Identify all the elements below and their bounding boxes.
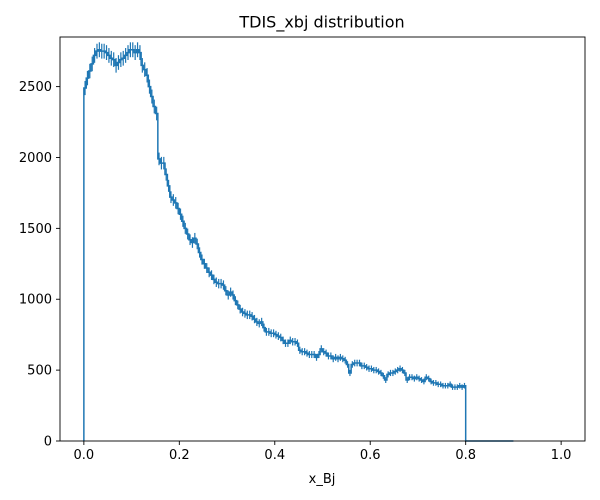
- plot-frame: [59, 36, 586, 442]
- x-tick-label: 0.8: [455, 448, 476, 463]
- y-tick-label: 0: [44, 435, 52, 450]
- x-tick-label: 0.4: [264, 448, 285, 463]
- chart-title: TDIS_xbj distribution: [238, 13, 404, 33]
- y-tick-label: 1000: [19, 293, 52, 308]
- plot-area: [83, 42, 514, 442]
- x-tick-label: 0.2: [169, 448, 190, 463]
- histogram-series: [83, 49, 514, 442]
- x-axis-label: x_Bj: [309, 472, 336, 487]
- y-tick-label: 500: [27, 364, 52, 379]
- axes: 0.0 0.2 0.4 0.6 0.8 1.0 0 500 1000 1500 2000 2500: [19, 36, 586, 463]
- y-tick-label: 2000: [19, 151, 52, 166]
- x-tick-label: 1.0: [551, 448, 572, 463]
- y-tick-label: 1500: [19, 222, 52, 237]
- x-tick-label: 0.6: [360, 448, 381, 463]
- y-tick-label: 2500: [19, 80, 52, 95]
- x-tick-label: 0.0: [74, 448, 95, 463]
